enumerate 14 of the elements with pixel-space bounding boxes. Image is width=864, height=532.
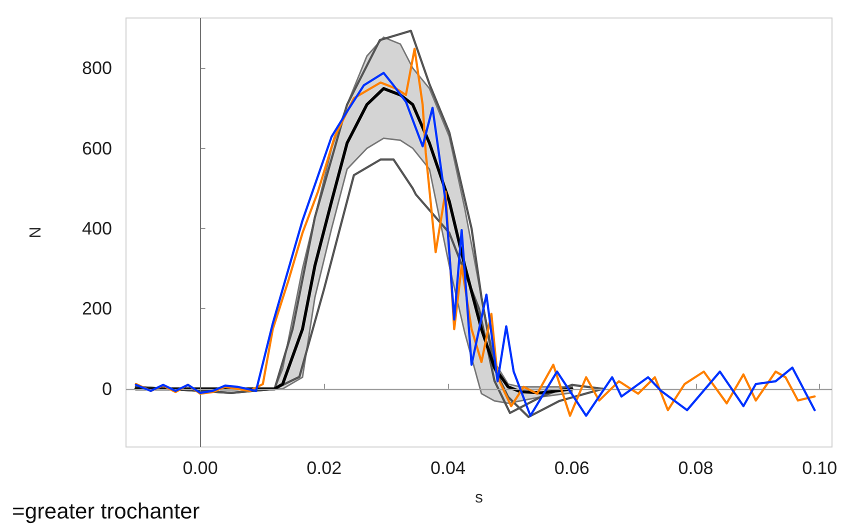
x-tick-label: 0.06: [554, 458, 590, 478]
x-tick-label: 0.08: [678, 458, 714, 478]
x-tick-label: 0.10: [802, 458, 838, 478]
x-tick-label: 0.04: [430, 458, 466, 478]
text: =greater trochanter: [12, 498, 200, 524]
y-tick-label: 200: [82, 298, 112, 319]
y-tick-label: 800: [82, 58, 112, 78]
y-tick-label: 0: [102, 378, 112, 399]
x-tick-label: 0.00: [182, 458, 218, 478]
y-axis-title: N: [28, 226, 44, 238]
x-axis-title: s: [475, 490, 483, 506]
y-tick-label: 600: [82, 138, 112, 158]
x-tick-label: 0.02: [306, 458, 342, 478]
y-tick-label: 400: [82, 218, 112, 238]
